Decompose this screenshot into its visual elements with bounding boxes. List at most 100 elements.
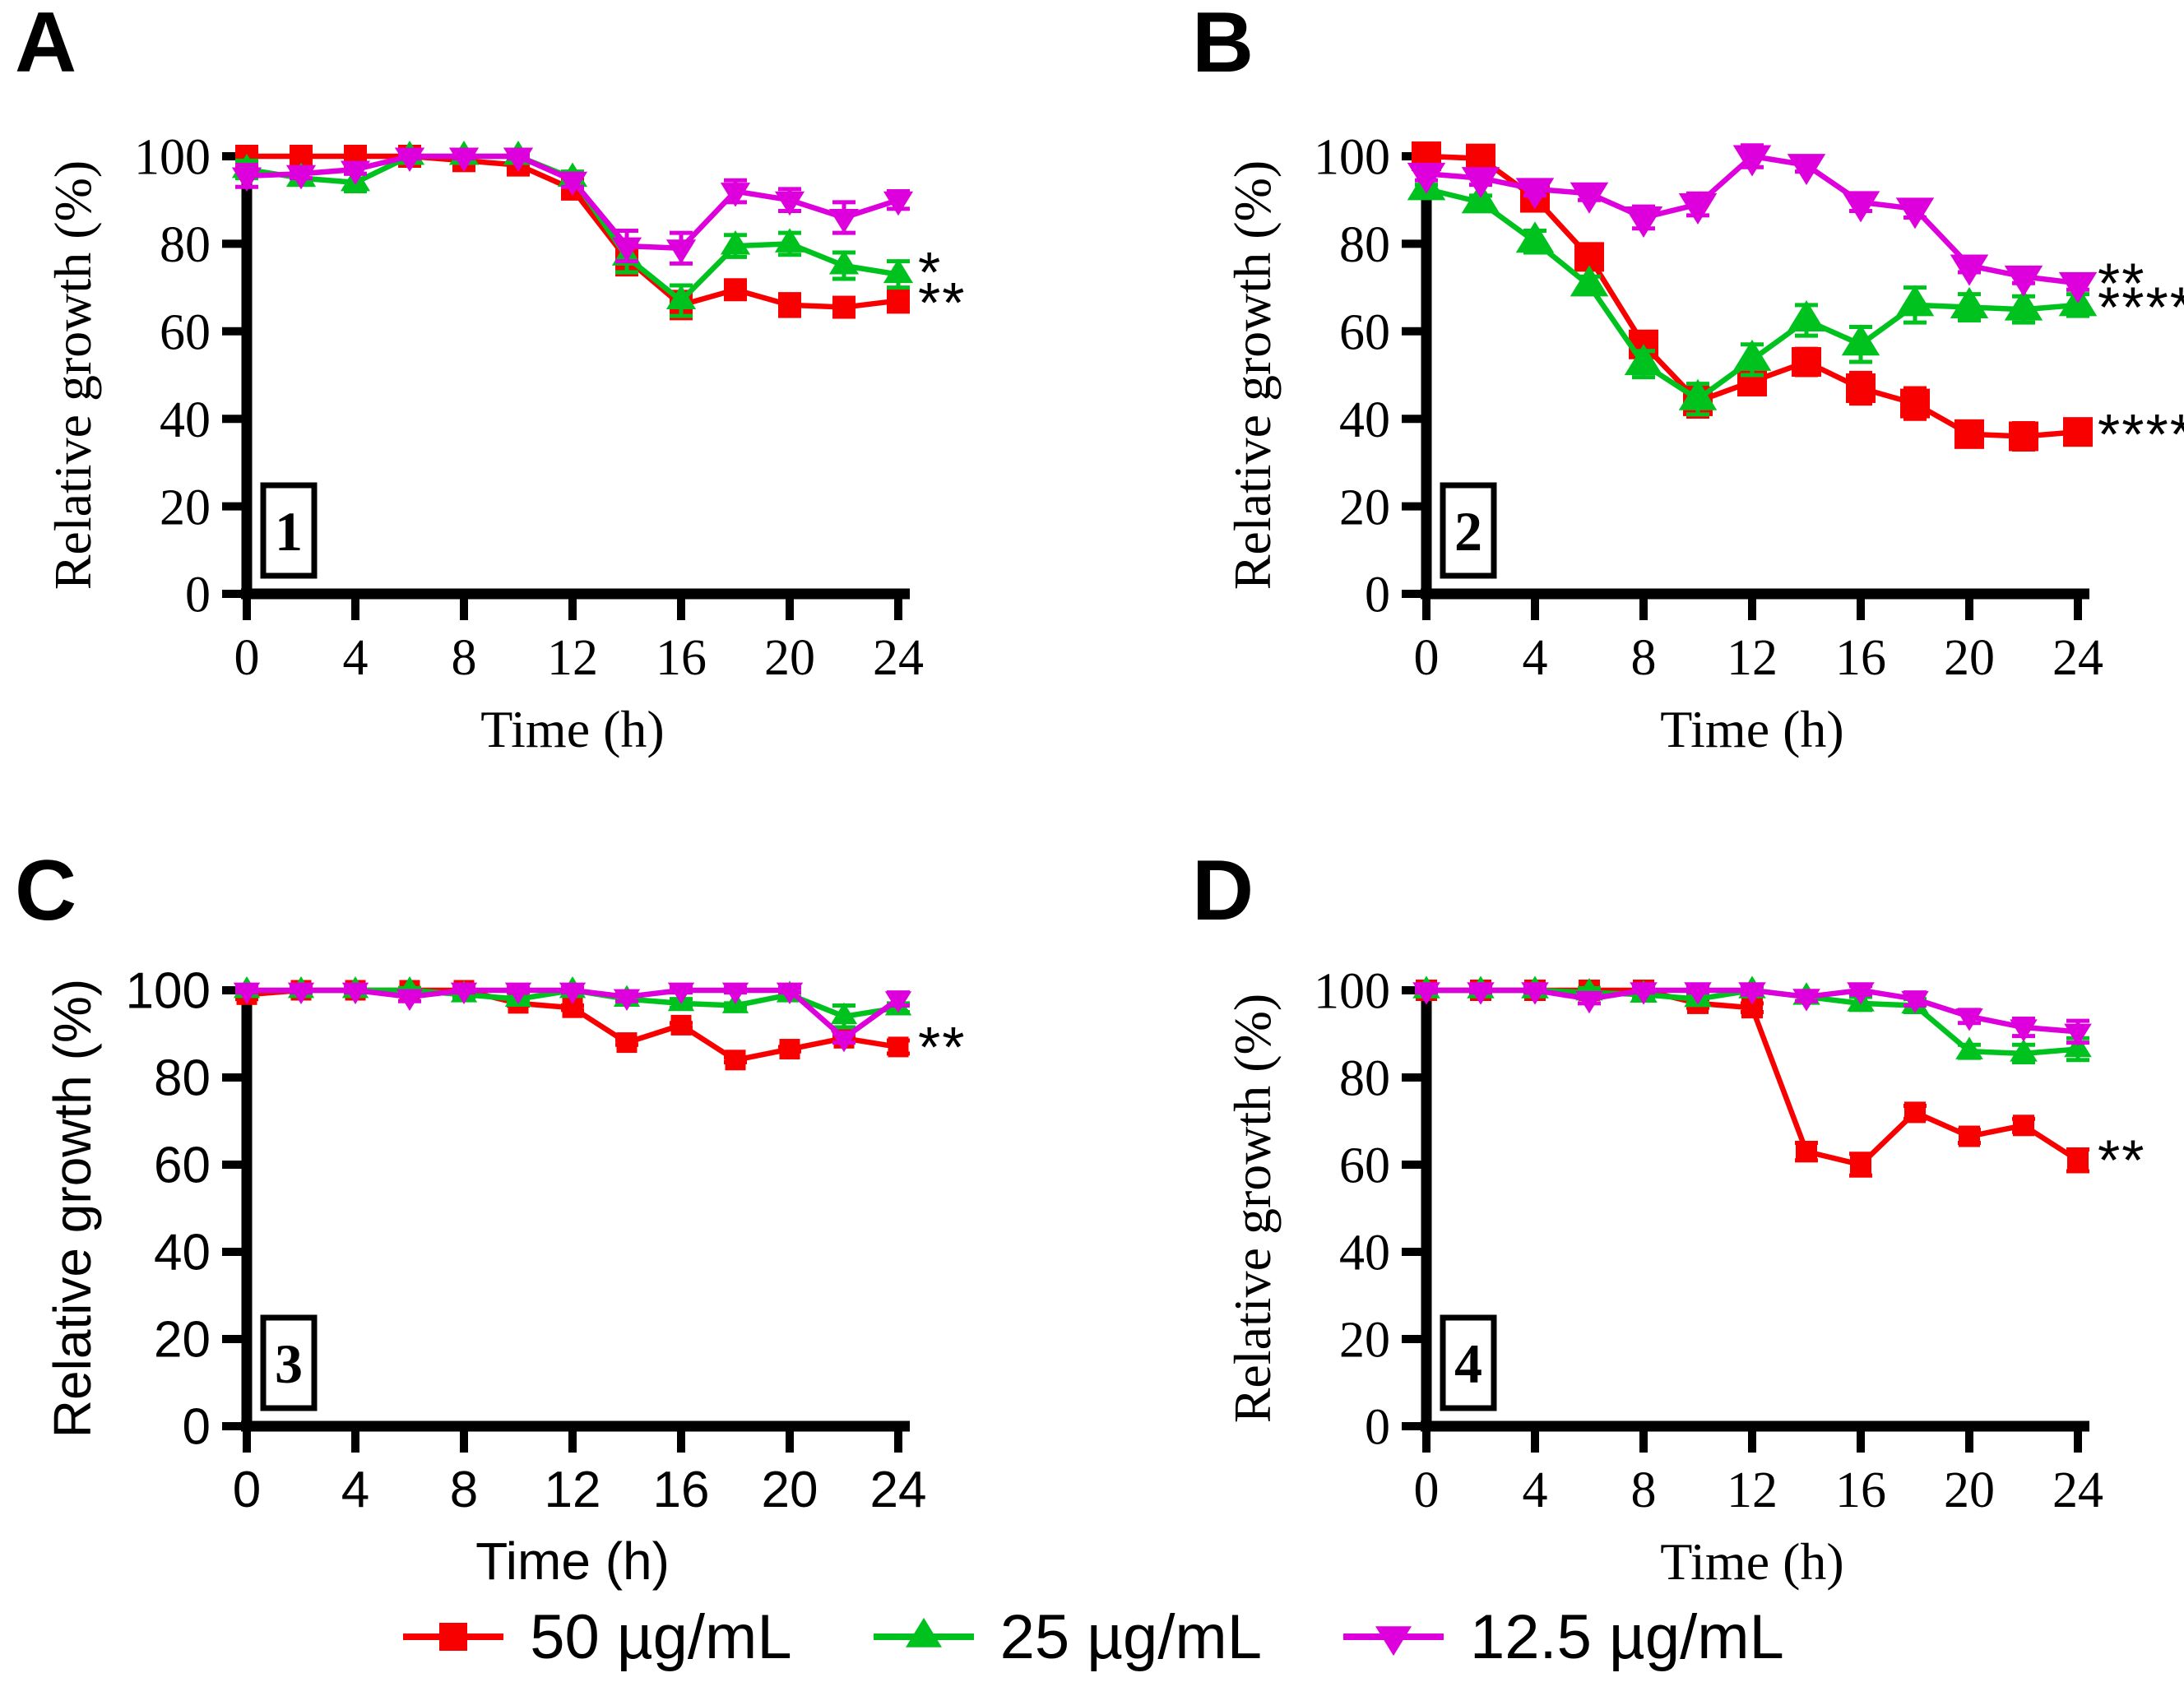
x-tick-label: 4 (343, 630, 369, 686)
triangle-down-marker-icon (450, 982, 478, 1004)
x-tick-label: 4 (1523, 1462, 1548, 1518)
triangle-down-marker-icon (1570, 182, 1609, 214)
triangle-up-marker-icon (830, 1002, 858, 1025)
x-tick-label: 16 (1835, 1462, 1886, 1518)
panel-letter-A: A (15, 0, 77, 90)
triangle-down-marker-icon (1630, 982, 1658, 1005)
triangle-down-marker-icon (287, 982, 315, 1004)
panel-number-box (260, 482, 318, 579)
triangle-down-marker-icon (340, 160, 371, 185)
triangle-up-marker-icon (1950, 287, 1989, 319)
x-tick-label: 24 (870, 1462, 927, 1518)
triangle-down-marker-icon (559, 982, 587, 1004)
square-marker-icon (779, 1039, 800, 1060)
legend-label-12-5ug: 12.5 µg/mL (1470, 1601, 1784, 1672)
panel-D: D 0 20 40 60 80 100 0 4 8 12 16 20 24 Time (h) Relativ… (1092, 848, 2184, 1696)
triangle-down-marker-icon (611, 237, 642, 262)
significance-asterisks: **** (2098, 402, 2184, 466)
triangle-down-marker-icon (2058, 271, 2098, 304)
triangle-up-marker-icon (720, 230, 751, 255)
triangle-down-marker-icon (721, 982, 749, 1004)
triangle-up-marker-icon (2004, 289, 2043, 321)
x-tick-label: 16 (653, 1462, 710, 1518)
significance-asterisks: **** (2098, 276, 2184, 340)
triangle-down-marker-icon (1412, 982, 1440, 1005)
y-tick-label: 40 (160, 392, 211, 448)
triangle-down-marker-icon (828, 209, 860, 234)
x-tick-label: 12 (1727, 1462, 1778, 1518)
triangle-up-marker-icon (873, 1617, 974, 1647)
triangle-down-marker-icon (667, 982, 695, 1004)
triangle-down-marker-icon (233, 982, 261, 1004)
y-tick-label: 80 (154, 1050, 211, 1107)
triangle-down-marker-icon (830, 1030, 858, 1053)
y-tick-label: 100 (1314, 130, 1390, 186)
y-tick-label: 0 (1365, 568, 1390, 623)
panel-C: C 0 20 40 60 80 100 0 4 8 12 16 20 24 Time (h) Relativ… (0, 848, 1092, 1696)
triangle-up-marker-icon (1678, 378, 1718, 410)
triangle-down-marker-icon (776, 982, 804, 1004)
triangle-down-marker-icon (231, 167, 262, 192)
y-axis-title: Relative growth (%) (43, 979, 102, 1438)
y-tick-label: 100 (134, 130, 211, 186)
x-tick-label: 24 (2052, 630, 2103, 686)
triangle-down-marker-icon (557, 171, 588, 197)
triangle-up-marker-icon (665, 285, 697, 310)
panel-letter-D: D (1192, 843, 1254, 938)
x-tick-label: 8 (1631, 630, 1657, 686)
triangle-down-marker-icon (1787, 154, 1826, 186)
x-axis-title: Time (h) (1660, 700, 1843, 758)
triangle-down-marker-icon (2010, 1019, 2038, 1042)
panel-number: 4 (1454, 1332, 1482, 1395)
y-tick-label: 60 (1339, 305, 1390, 361)
triangle-up-marker-icon (1732, 339, 1772, 371)
triangle-down-marker-icon (2004, 265, 2043, 297)
y-tick-label: 80 (1339, 1051, 1390, 1107)
x-tick-label: 0 (1414, 1462, 1440, 1518)
triangle-down-marker-icon (884, 991, 912, 1013)
x-tick-label: 0 (233, 1462, 261, 1518)
triangle-down-marker-icon (883, 191, 914, 216)
panel-number-box (1440, 1314, 1497, 1411)
square-marker-icon (1900, 388, 1930, 419)
triangle-down-marker-icon (1841, 191, 1880, 223)
square-marker-icon (1904, 1101, 1926, 1124)
legend-item-50ug: 50 µg/mL (400, 1601, 792, 1673)
triangle-down-marker-icon (341, 982, 369, 1004)
x-tick-label: 20 (1944, 1462, 1995, 1518)
panel-letter-C: C (15, 843, 77, 938)
panel-A-chart: 0 20 40 60 80 100 0 4 8 12 16 20 24 Time (h) Relative … (44, 130, 966, 758)
y-axis-title: Relative growth (%) (44, 160, 102, 591)
panel-number: 1 (275, 500, 303, 563)
square-marker-icon (2067, 1149, 2089, 1171)
x-tick-label: 8 (452, 630, 477, 686)
x-tick-label: 8 (1631, 1462, 1657, 1518)
y-tick-label: 40 (1339, 1226, 1390, 1281)
triangle-down-marker-icon (774, 191, 805, 216)
y-tick-label: 20 (154, 1312, 211, 1369)
x-tick-label: 20 (762, 1462, 818, 1518)
legend: 50 µg/mL 25 µg/mL 12.5 µg/mL (0, 1587, 2184, 1686)
y-tick-label: 60 (160, 305, 211, 361)
square-marker-icon (778, 293, 801, 317)
x-tick-label: 12 (1727, 630, 1778, 686)
triangle-down-marker-icon (613, 989, 641, 1011)
triangle-down-marker-icon (285, 165, 317, 190)
triangle-up-marker-icon (1570, 265, 1609, 297)
panel-A: A 0 20 40 60 80 100 0 4 8 12 16 20 24 Time (h) Relativ… (0, 0, 1092, 848)
triangle-down-marker-icon (1515, 178, 1555, 210)
significance-asterisks: ** (918, 271, 966, 335)
triangle-down-marker-icon (1792, 989, 1820, 1012)
triangle-down-marker-icon (1950, 254, 1989, 286)
significance-asterisks: * (918, 240, 942, 304)
legend-label-50ug: 50 µg/mL (530, 1601, 792, 1672)
panel-B: B 0 20 40 60 80 100 0 4 8 12 16 20 24 Time (h) Relativ… (1092, 0, 2184, 848)
triangle-down-marker-icon (503, 147, 534, 173)
square-marker-icon (403, 1623, 504, 1651)
triangle-down-marker-icon (396, 989, 424, 1011)
significance-asterisks: ** (2098, 1128, 2145, 1193)
triangle-down-marker-icon (1895, 197, 1935, 229)
x-axis-title: Time (h) (480, 700, 664, 758)
x-tick-label: 16 (1835, 630, 1886, 686)
y-tick-label: 100 (1314, 964, 1390, 1020)
